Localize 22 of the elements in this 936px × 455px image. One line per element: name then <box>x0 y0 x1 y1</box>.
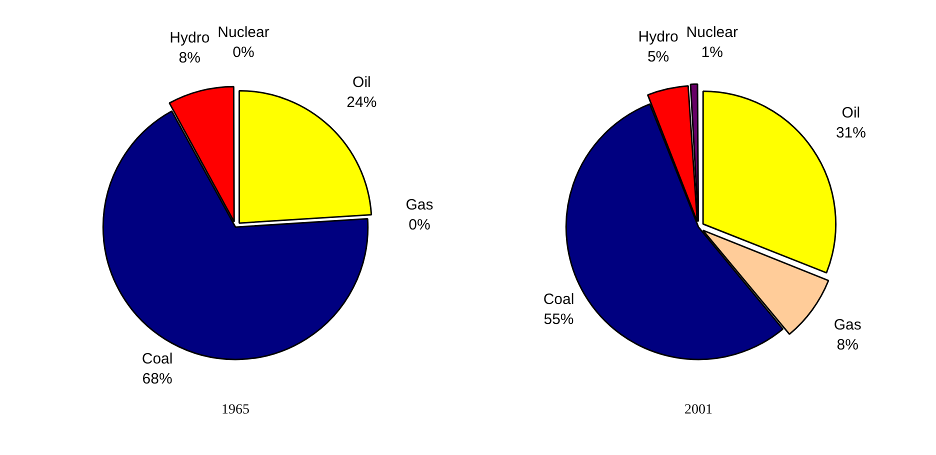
data-label: 31% <box>836 124 866 142</box>
slice-label: Coal <box>142 350 173 368</box>
text: 2001 <box>684 402 712 418</box>
data-label: 55% <box>544 310 574 328</box>
slice-label: Coal <box>543 290 574 308</box>
data-label: 5% <box>647 48 670 66</box>
category-label: Gas <box>406 196 434 214</box>
slice-label: Hydro <box>638 28 678 46</box>
text: 0% <box>408 216 430 234</box>
category-label: Nuclear <box>218 24 270 41</box>
slice-label: Gas <box>834 316 862 334</box>
data-label: 8% <box>836 336 858 354</box>
slice-label: Nuclear <box>686 24 738 41</box>
text: 1965 <box>222 402 250 418</box>
slice-label: Oil <box>842 104 860 122</box>
data-label: 8% <box>178 50 200 67</box>
slice-label: Oil <box>352 74 371 91</box>
data-label: 68% <box>142 370 172 388</box>
slice-label: Hydro <box>170 30 210 47</box>
data-label: 1% <box>701 44 723 61</box>
data-label: 24% <box>346 94 377 111</box>
text: 0% <box>232 44 254 61</box>
